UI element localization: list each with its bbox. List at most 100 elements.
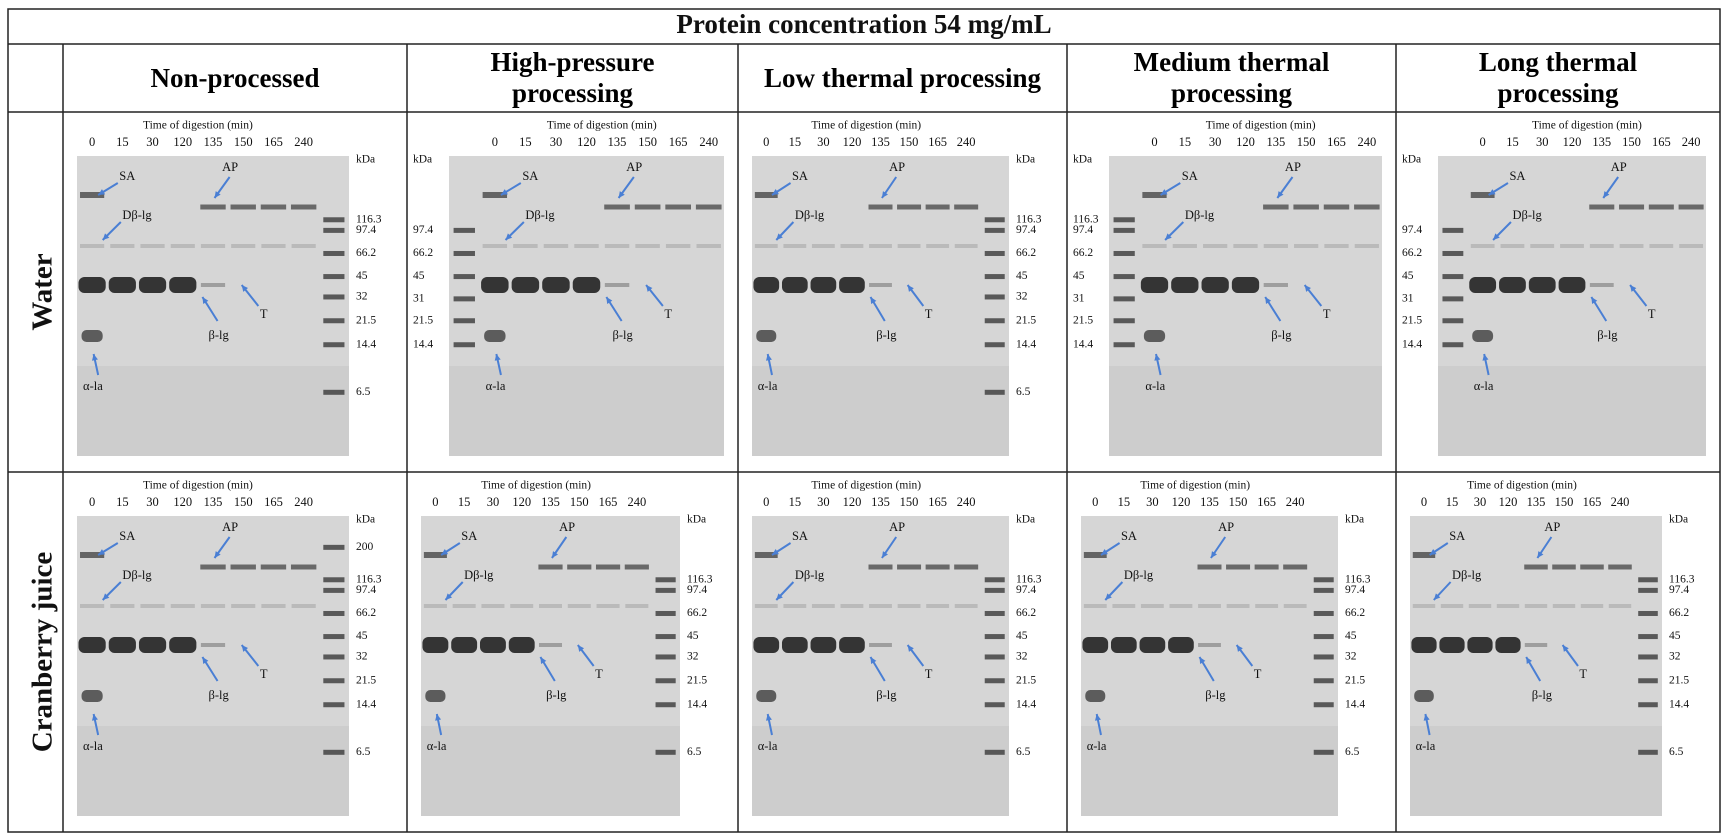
- band: [781, 637, 808, 653]
- ladder-band: [984, 634, 1005, 640]
- ladder-band: [323, 544, 345, 550]
- faint-band: [140, 244, 165, 248]
- ladder-band: [1442, 296, 1464, 302]
- faint-band: [1440, 604, 1464, 608]
- arrow-head: [646, 285, 653, 292]
- lane-label: 165: [1327, 135, 1346, 149]
- faint-band: [510, 604, 534, 608]
- band: [868, 564, 893, 570]
- column-header: Non-processed: [150, 62, 320, 93]
- lane-label: 0: [1421, 495, 1427, 509]
- ladder-band: [1113, 342, 1135, 348]
- lane-label: 135: [871, 495, 890, 509]
- lane-label: 240: [294, 495, 313, 509]
- band: [1082, 637, 1109, 653]
- annotation: AP: [626, 160, 642, 174]
- annotation: T: [1254, 667, 1262, 681]
- annotation: T: [260, 667, 268, 681]
- annotation: T: [1579, 667, 1587, 681]
- gel-shade: [421, 726, 680, 816]
- faint-band: [1619, 244, 1644, 248]
- lane-label: 0: [1092, 495, 1098, 509]
- arrow-head: [1199, 657, 1206, 664]
- ladder-band: [1638, 702, 1658, 708]
- row-label: Water: [27, 253, 59, 330]
- band: [1580, 564, 1604, 570]
- lane-label: 15: [519, 135, 532, 149]
- band: [481, 277, 509, 293]
- arrow-head: [776, 593, 783, 600]
- ladder-band: [1638, 577, 1658, 583]
- faint-band: [1468, 604, 1492, 608]
- band: [925, 564, 950, 570]
- arrow-head: [540, 657, 547, 664]
- annotation: T: [925, 667, 933, 681]
- lane-label: 165: [1257, 495, 1276, 509]
- ladder-band: [323, 389, 345, 395]
- lane-label: 15: [1118, 495, 1131, 509]
- arrow-head: [1493, 233, 1500, 240]
- lane-label: 120: [1172, 495, 1191, 509]
- band: [634, 204, 661, 210]
- arrow-head: [1160, 189, 1168, 195]
- arrow-head: [1433, 593, 1441, 600]
- ladder-band: [323, 318, 345, 324]
- lane-label: 240: [627, 495, 646, 509]
- annotation: T: [1648, 307, 1656, 321]
- ladder-band: [1638, 610, 1658, 616]
- lane-label: 120: [843, 135, 862, 149]
- lane-label: 150: [570, 495, 589, 509]
- faint-band: [811, 244, 835, 248]
- arrow-head: [214, 551, 221, 558]
- band: [260, 564, 287, 570]
- arrow-head: [494, 354, 501, 361]
- faint-band: [231, 604, 256, 608]
- ladder-band: [984, 610, 1005, 616]
- marker-label: 32: [687, 651, 699, 663]
- faint-band: [1112, 604, 1136, 608]
- annotation: T: [260, 307, 268, 321]
- lane-label: 30: [550, 135, 563, 149]
- annotation: SA: [1121, 529, 1137, 543]
- ladder-band: [1313, 577, 1334, 583]
- ladder-band: [1638, 678, 1658, 684]
- annotation: Dβ-lg: [795, 568, 825, 582]
- faint-band: [1140, 604, 1164, 608]
- faint-band: [754, 604, 778, 608]
- band: [1083, 552, 1107, 558]
- marker-label: 97.4: [413, 224, 433, 236]
- annotation: SA: [1449, 529, 1465, 543]
- annotation: T: [664, 307, 672, 321]
- lane-label: 240: [1357, 135, 1376, 149]
- band: [451, 637, 478, 653]
- lane-label: 150: [234, 495, 253, 509]
- annotation: SA: [119, 169, 135, 183]
- lane-label: 165: [264, 135, 283, 149]
- lane-label: 150: [1229, 495, 1248, 509]
- faint-band: [1470, 244, 1495, 248]
- annotation: α-la: [1416, 739, 1436, 753]
- lane-label: 30: [1474, 495, 1487, 509]
- marker-label: 21.5: [687, 674, 707, 686]
- faint-band: [1263, 244, 1288, 248]
- ladder-band: [1638, 587, 1658, 593]
- band: [1619, 204, 1645, 210]
- arrow-head: [1482, 354, 1489, 361]
- annotation: AP: [889, 520, 905, 534]
- gel-shade: [77, 726, 349, 816]
- lane-label: 165: [599, 495, 618, 509]
- ladder-band: [655, 610, 676, 616]
- faint-band: [1649, 244, 1674, 248]
- marker-label: 116.3: [687, 573, 713, 585]
- band: [756, 330, 777, 342]
- faint-band: [1283, 604, 1307, 608]
- faint-band: [1294, 244, 1319, 248]
- band: [624, 564, 649, 570]
- ladder-band: [1442, 342, 1464, 348]
- lane-label: 120: [843, 495, 862, 509]
- arrow-head: [1423, 714, 1430, 721]
- lane-label: 165: [264, 495, 283, 509]
- lane-label: 135: [1527, 495, 1546, 509]
- band: [1226, 564, 1251, 570]
